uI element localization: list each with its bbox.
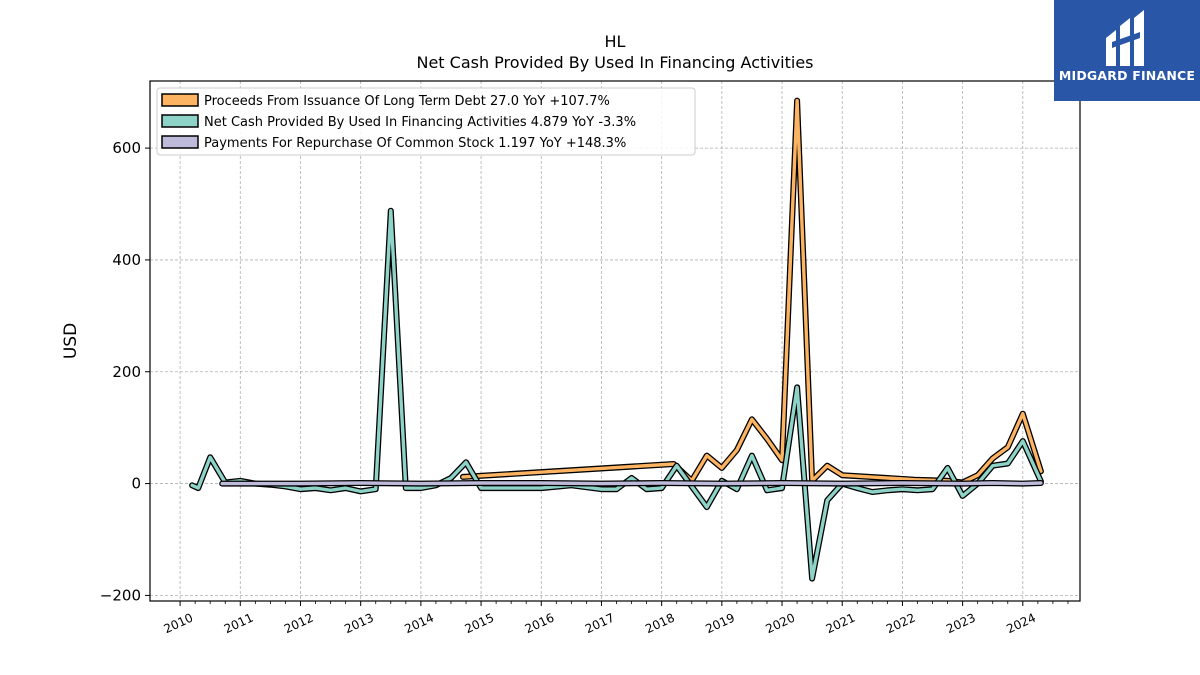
series-lines: [189, 97, 1044, 582]
y-tick-label: 400: [112, 251, 141, 269]
x-tick-label: 2019: [703, 611, 737, 637]
legend-box: [156, 87, 696, 156]
chart-title: HL: [605, 32, 626, 51]
legend-label: Proceeds From Issuance Of Long Term Debt…: [204, 94, 610, 109]
midgard-finance-logo: MIDGARD FINANCE: [1054, 0, 1200, 101]
x-tick-label: 2014: [402, 611, 436, 637]
y-axis-label: USD: [61, 323, 81, 359]
x-tick-label: 2010: [162, 611, 196, 637]
x-tick-label: 2020: [764, 611, 798, 637]
x-tick-label: 2022: [884, 611, 918, 637]
series-line-2: [190, 208, 1043, 581]
legend-label: Payments For Repurchase Of Common Stock …: [204, 136, 626, 151]
midgard-logo-icon: [1106, 10, 1144, 66]
x-tick-label: 2012: [282, 611, 316, 637]
legend-swatch: [161, 114, 199, 128]
chart-subtitle: Net Cash Provided By Used In Financing A…: [416, 53, 813, 72]
series-outline: [460, 97, 1044, 486]
legend: Proceeds From Issuance Of Long Term Debt…: [156, 87, 696, 156]
x-tick-label: 2024: [1004, 611, 1038, 637]
y-tick-label: 0: [131, 475, 141, 493]
y-tick-label: 200: [112, 363, 141, 381]
x-tick-label: 2018: [643, 611, 677, 637]
x-tick-label: 2016: [523, 611, 557, 637]
grid: [150, 81, 1080, 601]
x-tick-label: 2011: [222, 611, 256, 637]
axis-ticks: −200 0 200 400 600 2010 2011 2012 2013 2014 2015 20…: [100, 139, 1069, 637]
brand-name: MIDGARD FINANCE: [1058, 68, 1196, 83]
x-tick-label: 2021: [824, 611, 858, 637]
x-tick-label: 2015: [463, 611, 497, 637]
y-tick-label: −200: [100, 586, 141, 604]
x-tick-label: 2017: [583, 611, 617, 637]
x-tick-label: 2013: [342, 611, 376, 637]
series-line-3: [220, 481, 1043, 486]
y-tick-label: 600: [112, 139, 141, 157]
legend-label: Net Cash Provided By Used In Financing A…: [204, 115, 636, 130]
legend-swatch: [161, 93, 199, 107]
series-outline: [189, 207, 1044, 582]
legend-swatch: [161, 135, 199, 149]
x-tick-label: 2023: [944, 611, 978, 637]
plot-frame: [149, 80, 1081, 602]
